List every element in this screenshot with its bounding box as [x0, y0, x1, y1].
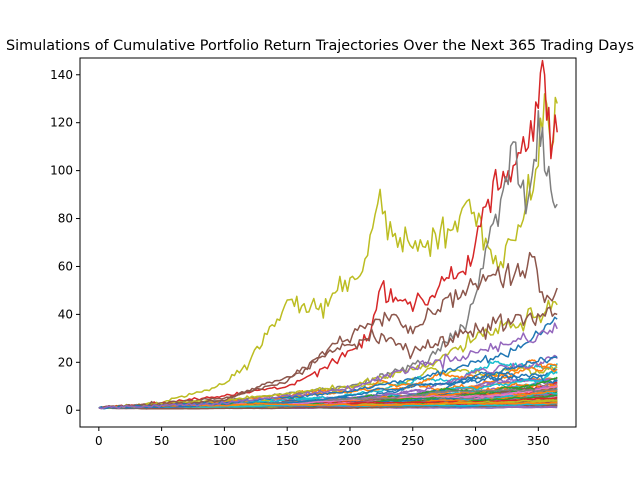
chart-title: Simulations of Cumulative Portfolio Retu… [6, 38, 634, 54]
y-tick-label: 140 [50, 68, 73, 82]
y-tick-label: 20 [58, 355, 73, 369]
y-tick-label: 80 [58, 212, 73, 226]
simulation-line [98, 401, 558, 409]
x-axis: 0 50 100 150 200 250 300 350 [95, 427, 550, 448]
y-tick-label: 60 [58, 259, 73, 273]
y-tick-label: 0 [65, 403, 73, 417]
x-tick-label: 200 [339, 434, 362, 448]
y-tick-label: 40 [58, 307, 73, 321]
highlight-simulation-line [98, 251, 558, 409]
x-tick-label: 250 [401, 434, 424, 448]
y-tick-label: 120 [50, 116, 73, 130]
x-tick-label: 50 [154, 434, 169, 448]
series-layer [98, 59, 558, 410]
x-tick-label: 0 [95, 434, 103, 448]
highlight-simulation-line [98, 306, 558, 409]
highlight-simulation-line [98, 59, 558, 410]
highlight-simulation-line [98, 322, 558, 410]
y-axis: 0 20 40 60 80 100 120 140 [50, 68, 80, 417]
x-tick-label: 350 [527, 434, 550, 448]
highlight-simulation-line [98, 93, 558, 410]
y-tick-label: 100 [50, 164, 73, 178]
x-tick-label: 300 [464, 434, 487, 448]
x-tick-label: 100 [213, 434, 236, 448]
plot-frame [79, 57, 577, 428]
simulation-line [98, 355, 558, 409]
x-tick-label: 150 [276, 434, 299, 448]
